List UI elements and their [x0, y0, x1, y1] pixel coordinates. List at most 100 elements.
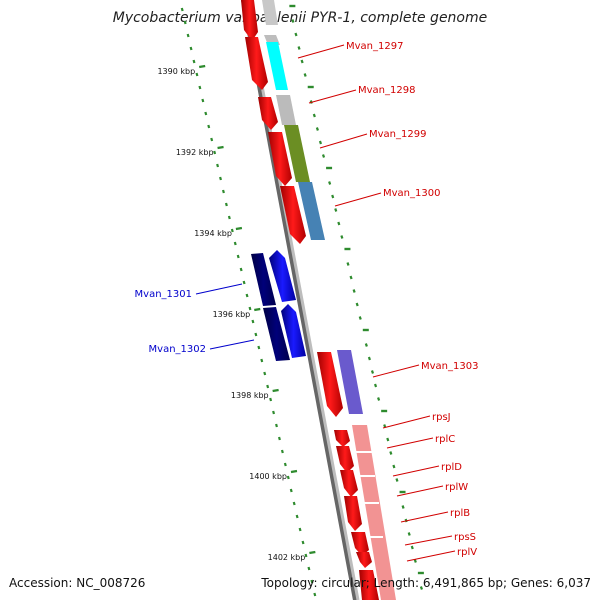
major-tick [198, 64, 206, 69]
major-tick [217, 145, 224, 150]
cog-band [262, 0, 396, 600]
kbp-tick-label: 1398 kbp [231, 391, 269, 400]
minor-tick-inner [295, 514, 299, 519]
minor-tick-outer [395, 478, 399, 482]
cds-arrow-reverse [281, 304, 306, 358]
cds-arrow-forward [334, 430, 350, 447]
label-leader-line [404, 535, 453, 546]
minor-tick-inner [292, 501, 296, 506]
minor-tick-outer [355, 302, 359, 307]
minor-tick-outer [407, 532, 411, 536]
minor-tick-inner [222, 189, 225, 194]
minor-tick-outer [367, 356, 371, 361]
minor-tick-outer [334, 208, 338, 212]
label-leaders [195, 44, 456, 562]
tick-ring: 1390 kbp 1392 kbp 1394 kbp 1396 kbp 1398 kbp… [157, 4, 424, 597]
minor-tick-outer [370, 370, 375, 374]
minor-tick-inner [257, 345, 261, 350]
gene-label: Mvan_1298 [358, 85, 415, 96]
minor-tick-inner [213, 150, 217, 155]
gene-labels: Mvan_1297 Mvan_1298 Mvan_1299 Mvan_1300 Mvan… [135, 41, 479, 558]
minor-tick-outer [358, 316, 362, 320]
cog-segment-gray [276, 95, 296, 125]
kbp-tick-label: 1394 kbp [194, 229, 232, 238]
minor-tick-inner [186, 33, 190, 38]
minor-tick-inner [251, 319, 255, 324]
minor-tick-outer [349, 275, 353, 280]
cds-arrow-forward [340, 470, 358, 497]
gene-label: rplB [450, 508, 470, 519]
label-leader-line [372, 364, 420, 378]
minor-tick-outer [291, 19, 295, 23]
minor-tick-inner [313, 592, 317, 597]
cds-features [241, 0, 379, 600]
minor-tick-inner [204, 111, 208, 116]
minor-tick-inner [201, 98, 205, 103]
cog-segment-salmon [352, 425, 396, 600]
minor-tick-inner [263, 371, 267, 376]
kbp-tick-label: 1390 kbp [157, 67, 195, 76]
cds-arrow-forward [356, 552, 372, 568]
minor-tick-outer [340, 235, 344, 239]
minor-tick-inner [219, 176, 222, 181]
accession-label: Accession: NC_008726 [9, 576, 145, 590]
minor-tick-inner [230, 228, 234, 233]
minor-tick-outer [312, 113, 316, 118]
major-tick [290, 469, 298, 474]
label-leader-line [195, 283, 243, 295]
minor-tick-inner [277, 436, 281, 441]
cog-segment-steelblue [298, 182, 325, 240]
minor-tick-inner [269, 397, 273, 402]
major-tick [272, 388, 279, 393]
cds-arrow-forward [268, 132, 292, 186]
minor-tick-outer [364, 343, 368, 347]
gene-label: Mvan_1300 [383, 188, 440, 199]
minor-tick-outer [300, 59, 304, 64]
minor-tick-inner [301, 540, 305, 545]
cds-arrow-forward [351, 532, 369, 556]
minor-tick-inner [307, 566, 311, 571]
minor-tick-outer [410, 545, 414, 550]
label-leader-line [386, 437, 434, 449]
label-leader-line [400, 511, 449, 523]
major-tick [309, 550, 316, 555]
minor-tick-outer [373, 383, 378, 388]
minor-tick-inner [266, 384, 270, 389]
minor-tick-inner [183, 20, 187, 25]
minor-tick-inner [260, 358, 264, 363]
minor-tick-outer [419, 586, 423, 590]
minor-tick-outer [401, 505, 405, 509]
minor-tick-inner [233, 241, 237, 246]
cds-arrow-forward [241, 0, 258, 41]
minor-tick-outer [352, 289, 356, 293]
minor-tick-inner [254, 332, 258, 337]
cds-arrow-reverse [263, 307, 290, 361]
cog-segment-olive [284, 125, 310, 182]
cds-arrow-forward [280, 186, 306, 244]
minor-tick-outer [318, 140, 323, 145]
cog-segment-slateblue [337, 350, 363, 414]
label-leader-line [209, 339, 255, 350]
minor-tick-outer [303, 73, 307, 77]
minor-tick-outer [346, 262, 350, 266]
kbp-tick-label: 1400 kbp [249, 472, 287, 481]
minor-tick-inner [198, 85, 202, 90]
minor-tick-outer [297, 46, 301, 50]
minor-tick-inner [298, 527, 302, 532]
major-tick [235, 226, 243, 231]
minor-tick-outer [377, 397, 381, 401]
minor-tick-inner [248, 306, 252, 311]
cds-arrow-forward [359, 570, 379, 600]
minor-tick-inner [275, 423, 278, 428]
cds-arrow-forward [336, 446, 354, 473]
gene-label: Mvan_1299 [369, 129, 426, 140]
minor-tick-inner [310, 579, 314, 584]
minor-tick-outer [328, 181, 332, 185]
gene-label: Mvan_1301 [135, 289, 192, 300]
label-leader-line [396, 485, 444, 497]
minor-tick-inner [286, 475, 290, 480]
minor-tick-inner [304, 553, 308, 558]
cds-arrow-forward [258, 97, 278, 130]
label-leader-line [406, 550, 456, 562]
